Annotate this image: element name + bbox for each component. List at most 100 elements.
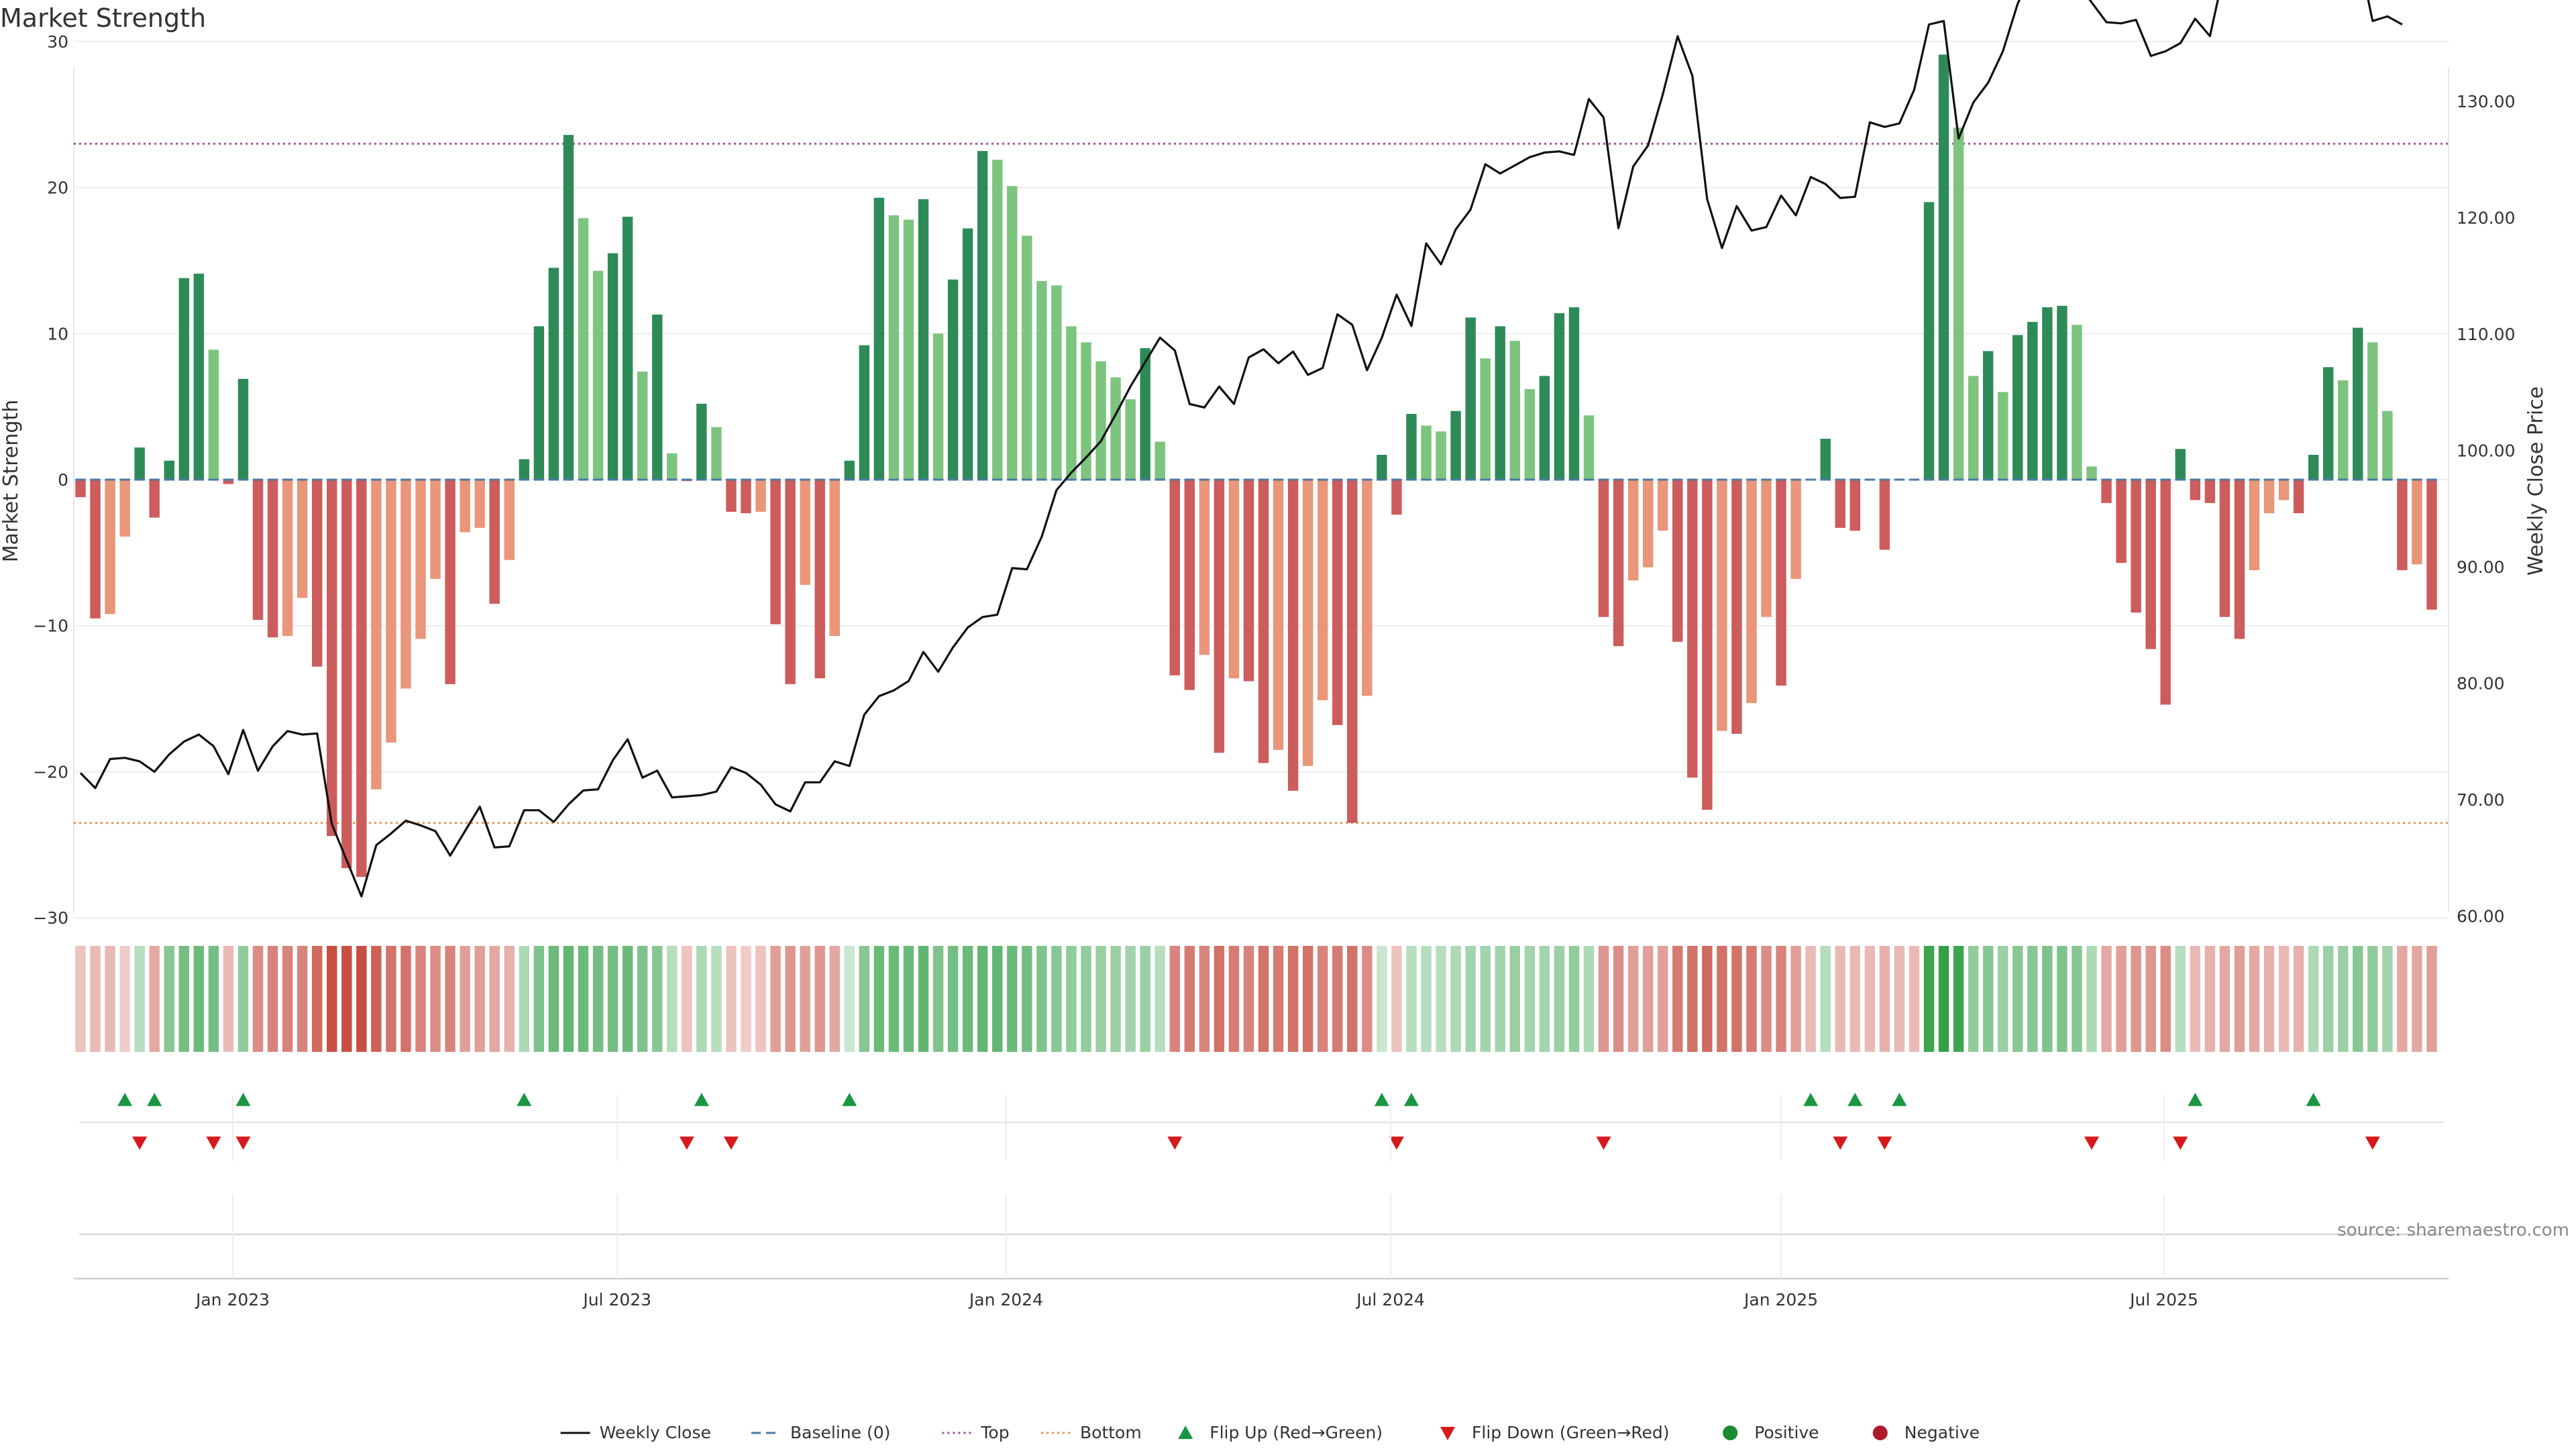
heat-cell: [1539, 946, 1550, 1052]
strength-bar: [2293, 480, 2304, 514]
heat-cell: [356, 946, 367, 1052]
strength-bar: [2397, 480, 2408, 570]
right-tick-label: 120.00: [2457, 209, 2515, 228]
flip-up-marker: [117, 1093, 133, 1106]
strength-bar: [2145, 480, 2156, 649]
heat-cell: [341, 946, 352, 1052]
heat-cell: [1155, 946, 1165, 1052]
heat-cell: [844, 946, 855, 1052]
strength-bar: [1953, 127, 1964, 480]
strength-bar: [2263, 480, 2275, 514]
strength-bar: [1761, 480, 1772, 617]
strength-bar: [741, 480, 751, 514]
heat-cell: [2086, 946, 2097, 1052]
strength-bar: [134, 447, 145, 480]
heat-cell: [1391, 946, 1402, 1052]
legend-label: Baseline (0): [790, 1423, 890, 1442]
heat-cell: [992, 946, 1003, 1052]
heat-cell: [741, 946, 751, 1052]
heat-cell: [386, 946, 396, 1052]
strength-bar: [2426, 480, 2437, 610]
strength-bar: [1169, 480, 1180, 676]
strength-bar: [992, 160, 1003, 480]
heat-cell: [1302, 946, 1313, 1052]
heat-cell: [1790, 946, 1801, 1052]
flip-up-marker: [1847, 1093, 1863, 1106]
strength-bar: [386, 480, 396, 743]
strength-bar: [1982, 351, 1994, 480]
right-tick-label: 130.00: [2457, 92, 2515, 111]
heat-cell: [2072, 946, 2082, 1052]
flip-down-marker: [132, 1136, 148, 1150]
bottom-panel: [74, 1233, 2449, 1280]
heat-cell: [519, 946, 530, 1052]
heat-cell: [1568, 946, 1580, 1052]
heat-cell: [1998, 946, 2008, 1052]
legend-label: Top: [980, 1423, 1009, 1442]
strength-bar: [237, 378, 249, 480]
heat-cell: [814, 946, 825, 1052]
heat-cell: [75, 946, 86, 1052]
flip-down-marker: [2084, 1136, 2099, 1150]
strength-bar: [2116, 480, 2127, 564]
heat-cell: [2042, 946, 2053, 1052]
legend-swatch-flip-up: [1178, 1426, 1193, 1439]
heat-cell: [1007, 946, 1018, 1052]
heat-cell: [119, 946, 130, 1052]
heat-cell: [134, 946, 145, 1052]
heat-cell: [90, 946, 101, 1052]
strength-bar: [2353, 327, 2363, 480]
heat-cell: [1627, 946, 1639, 1052]
strength-bar: [1110, 377, 1121, 480]
heat-cell: [208, 946, 219, 1052]
heat-cell: [1864, 946, 1876, 1052]
flip-down-marker: [1833, 1136, 1848, 1150]
strength-bar: [193, 273, 205, 480]
strength-bar: [1214, 480, 1225, 753]
strength-bar: [1436, 431, 1446, 480]
legend-swatch-flip-down: [1440, 1427, 1455, 1440]
strength-bar: [178, 278, 190, 480]
heat-cell: [696, 946, 707, 1052]
heat-cell: [785, 946, 796, 1052]
left-tick-label: 0: [58, 470, 68, 490]
heat-cell: [829, 946, 840, 1052]
strength-bar: [460, 480, 470, 533]
strength-bar: [873, 197, 885, 480]
flip-up-marker: [147, 1093, 162, 1106]
strength-bar: [149, 480, 160, 518]
heat-strip: [75, 946, 2437, 1052]
strength-bar: [1081, 342, 1091, 480]
heat-cell: [2160, 946, 2171, 1052]
heat-cell: [2145, 946, 2156, 1052]
strength-bar: [1184, 480, 1195, 690]
heat-cell: [667, 946, 678, 1052]
heat-cell: [1894, 946, 1905, 1052]
flip-down-marker: [1167, 1136, 1183, 1150]
strength-bar: [1539, 376, 1550, 480]
strength-bar: [533, 326, 545, 480]
strength-bar: [652, 314, 663, 480]
right-tick-label: 100.00: [2457, 441, 2515, 461]
strength-bar: [311, 480, 323, 667]
heat-cell: [489, 946, 500, 1052]
strength-bar: [696, 403, 707, 480]
right-tick-label: 90.00: [2457, 557, 2505, 577]
heat-cell: [1228, 946, 1240, 1052]
strength-bar: [622, 217, 633, 480]
strength-bar: [208, 350, 219, 480]
strength-bar: [844, 460, 855, 480]
flip-markers: [79, 1093, 2443, 1150]
strength-bar: [711, 427, 722, 480]
strength-bar: [2175, 449, 2186, 480]
strength-bar: [2308, 454, 2319, 480]
strength-bar: [755, 480, 766, 512]
strength-bar: [519, 459, 530, 480]
strength-bar: [105, 480, 115, 614]
strength-bar: [2012, 335, 2023, 480]
left-tick-label: −30: [33, 908, 68, 928]
strength-bar: [1746, 480, 1757, 704]
heat-cell: [2131, 946, 2141, 1052]
strength-bar: [2382, 411, 2393, 480]
strength-bar: [1317, 480, 1328, 700]
